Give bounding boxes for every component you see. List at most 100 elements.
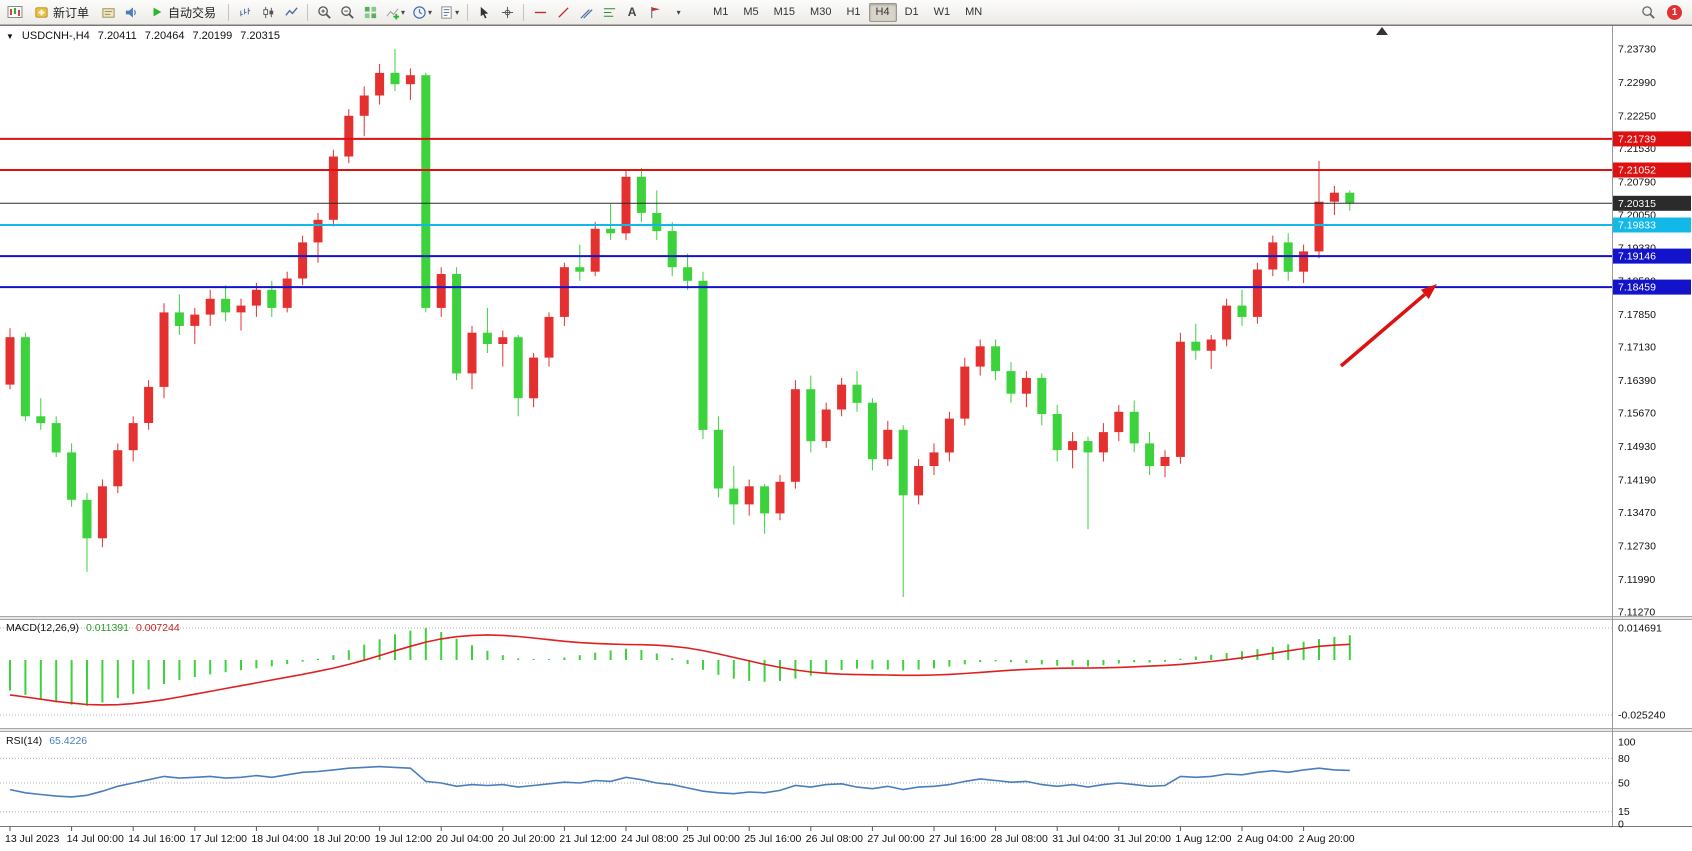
price-tag: 7.19146 [1613, 248, 1691, 264]
time-axis-label: 19 Jul 12:00 [375, 833, 432, 845]
rsi-axis-label: 80 [1618, 753, 1630, 765]
channel-tool-icon[interactable] [575, 2, 597, 22]
price-axis-label: 7.23730 [1618, 44, 1656, 56]
channel-tool-icon [580, 8, 593, 19]
horizontal-line-tool-icon[interactable] [529, 2, 551, 22]
candle [467, 325, 477, 390]
candle [1237, 289, 1247, 326]
price-axis-label: 7.11990 [1618, 574, 1655, 586]
candle [1098, 423, 1108, 462]
tile-windows-icon [364, 6, 376, 18]
timeframe-M30[interactable]: M30 [803, 3, 838, 22]
time-axis-label: 2 Aug 20:00 [1299, 833, 1355, 845]
candle [205, 289, 215, 326]
clock-icon [413, 5, 426, 19]
svg-text:7.19146: 7.19146 [1618, 251, 1656, 263]
main-toolbar: 新订单 自动交易 [0, 0, 1692, 25]
candle [97, 479, 107, 548]
chart-dropdown-icon[interactable]: ▼ [6, 31, 14, 41]
candle [1083, 436, 1093, 530]
search-icon [1641, 5, 1655, 19]
candle [498, 330, 508, 367]
candle [436, 267, 446, 317]
candle [5, 328, 15, 390]
macd-axis-label: 0.014691 [1618, 623, 1662, 635]
notification-badge[interactable]: 1 [1667, 4, 1682, 20]
auto-trading-button[interactable]: 自动交易 [143, 2, 223, 22]
rsi-value: 65.4226 [49, 735, 88, 747]
time-axis-label: 14 Jul 16:00 [128, 833, 185, 845]
indicators-button[interactable]: ▾ [382, 2, 408, 22]
candle [513, 335, 523, 417]
candle [313, 213, 323, 263]
candle [729, 466, 739, 525]
ohlc-low: 7.20199 [192, 30, 233, 42]
candle [713, 416, 723, 498]
timeframe-M1[interactable]: M1 [706, 3, 735, 22]
timeframe-M15[interactable]: M15 [767, 3, 802, 22]
candle [221, 285, 231, 322]
timeframe-H1[interactable]: H1 [839, 3, 867, 22]
speaker-icon[interactable] [120, 2, 142, 22]
candle [744, 479, 754, 516]
time-axis-label: 25 Jul 16:00 [744, 833, 801, 845]
rsi-indicator-label: RSI(14) 65.4226 [6, 735, 87, 747]
candle [606, 203, 616, 241]
search-icon[interactable] [1637, 2, 1659, 22]
timeframe-MN[interactable]: MN [958, 3, 989, 22]
line-chart-type-icon [284, 6, 298, 16]
cursor-tool-icon[interactable] [473, 2, 495, 22]
zoom-out-icon[interactable] [336, 2, 358, 22]
time-axis-label: 28 Jul 08:00 [991, 833, 1048, 845]
templates-button[interactable]: ▾ [436, 2, 462, 22]
candle [929, 443, 939, 475]
chart-title: ▼ USDCNH-,H4 7.20411 7.20464 7.20199 7.2… [6, 30, 280, 42]
shapes-dropdown-button[interactable]: ▾ [667, 2, 689, 22]
candlestick-chart-type-icon[interactable] [257, 2, 279, 22]
chart-window-icon[interactable] [4, 2, 26, 22]
macd-name: MACD(12,26,9) [6, 622, 79, 634]
candle [1129, 400, 1139, 453]
candle [1299, 244, 1309, 283]
trend-arrow-annotation[interactable] [1339, 284, 1437, 368]
trendline-tool-icon[interactable] [552, 2, 574, 22]
candle [36, 398, 46, 430]
price-tag: 7.19833 [1613, 217, 1691, 233]
bar-chart-type-icon[interactable] [234, 2, 256, 22]
timeframe-M5[interactable]: M5 [736, 3, 765, 22]
crosshair-tool-icon[interactable] [496, 2, 518, 22]
price-axis-label: 7.22250 [1618, 110, 1656, 122]
chart-shift-marker-icon[interactable] [1376, 27, 1388, 35]
candle [159, 303, 169, 399]
periods-button[interactable]: ▾ [409, 2, 435, 22]
candle [375, 63, 385, 105]
auto-trading-label: 自动交易 [168, 5, 217, 20]
rsi-axis-label: 100 [1618, 737, 1636, 749]
timeframe-W1[interactable]: W1 [927, 3, 958, 22]
candle [452, 267, 462, 381]
candle [328, 149, 338, 227]
time-axis-label: 2 Aug 04:00 [1237, 833, 1293, 845]
label-tool-icon[interactable] [644, 2, 666, 22]
fibonacci-tool-icon[interactable] [598, 2, 620, 22]
text-tool-icon[interactable]: A [621, 2, 643, 22]
expert-advisor-icon[interactable] [97, 2, 119, 22]
candle [20, 332, 30, 421]
line-chart-type-icon[interactable] [280, 2, 302, 22]
chevron-down-icon: ▾ [401, 7, 406, 17]
zoom-in-icon[interactable] [313, 2, 335, 22]
new-order-button[interactable]: 新订单 [27, 2, 96, 22]
tile-windows-icon[interactable] [359, 2, 381, 22]
toolbar-right-group: 1 [1637, 2, 1688, 22]
new-order-icon [35, 6, 48, 18]
price-axis-label: 7.16390 [1618, 375, 1656, 387]
candle [621, 170, 631, 241]
timeframe-D1[interactable]: D1 [898, 3, 926, 22]
rsi-axis-label: 50 [1618, 778, 1630, 790]
timeframe-H4[interactable]: H4 [868, 2, 897, 22]
candle [128, 416, 138, 462]
candle [282, 271, 292, 313]
candle [559, 262, 569, 326]
zoom-in-icon [317, 5, 331, 19]
